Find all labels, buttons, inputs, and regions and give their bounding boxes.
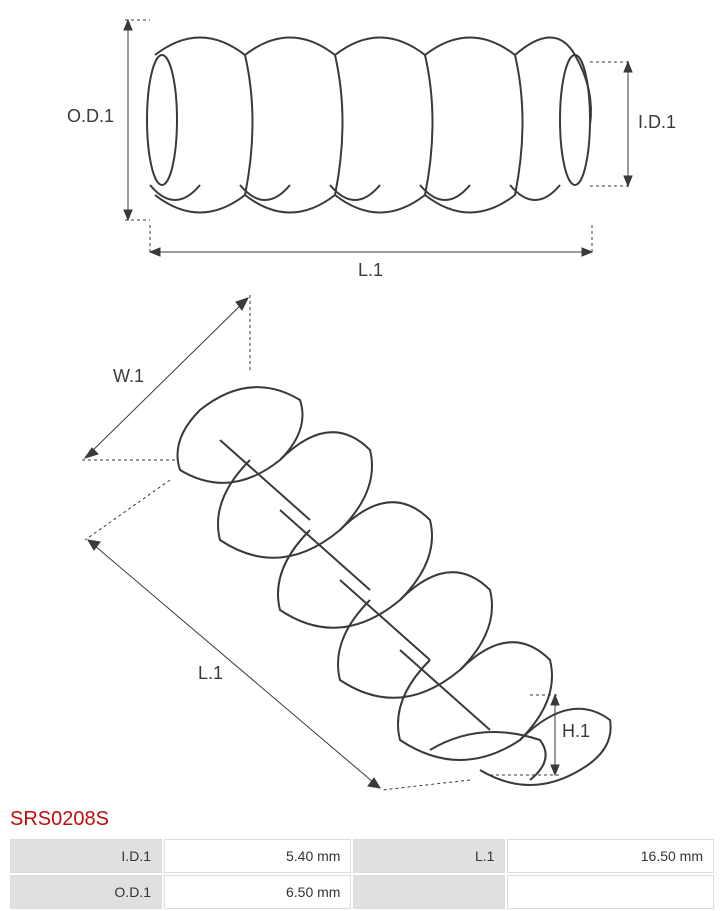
spec-label: L.1	[353, 839, 505, 873]
label-od1: O.D.1	[67, 106, 114, 126]
spec-label: O.D.1	[10, 875, 162, 909]
spec-label	[353, 875, 505, 909]
spec-value: 6.50 mm	[164, 875, 351, 909]
label-h1: H.1	[562, 721, 590, 741]
label-l1-bottom: L.1	[198, 663, 223, 683]
label-id1: I.D.1	[638, 112, 676, 132]
label-w1: W.1	[113, 366, 144, 386]
specifications-table: I.D.1 5.40 mm L.1 16.50 mm O.D.1 6.50 mm	[0, 837, 724, 911]
part-code: SRS0208S	[0, 800, 724, 837]
spring-diagram: O.D.1 I.D.1 L.1 W.1 L.1 H.1	[0, 0, 724, 800]
spec-value	[507, 875, 714, 909]
spec-value: 5.40 mm	[164, 839, 351, 873]
table-row: I.D.1 5.40 mm L.1 16.50 mm	[10, 839, 714, 873]
table-row: O.D.1 6.50 mm	[10, 875, 714, 909]
label-l1-top: L.1	[358, 260, 383, 280]
spring-technical-drawing: O.D.1 I.D.1 L.1 W.1 L.1 H.1	[0, 0, 724, 800]
spec-label: I.D.1	[10, 839, 162, 873]
spec-value: 16.50 mm	[507, 839, 714, 873]
